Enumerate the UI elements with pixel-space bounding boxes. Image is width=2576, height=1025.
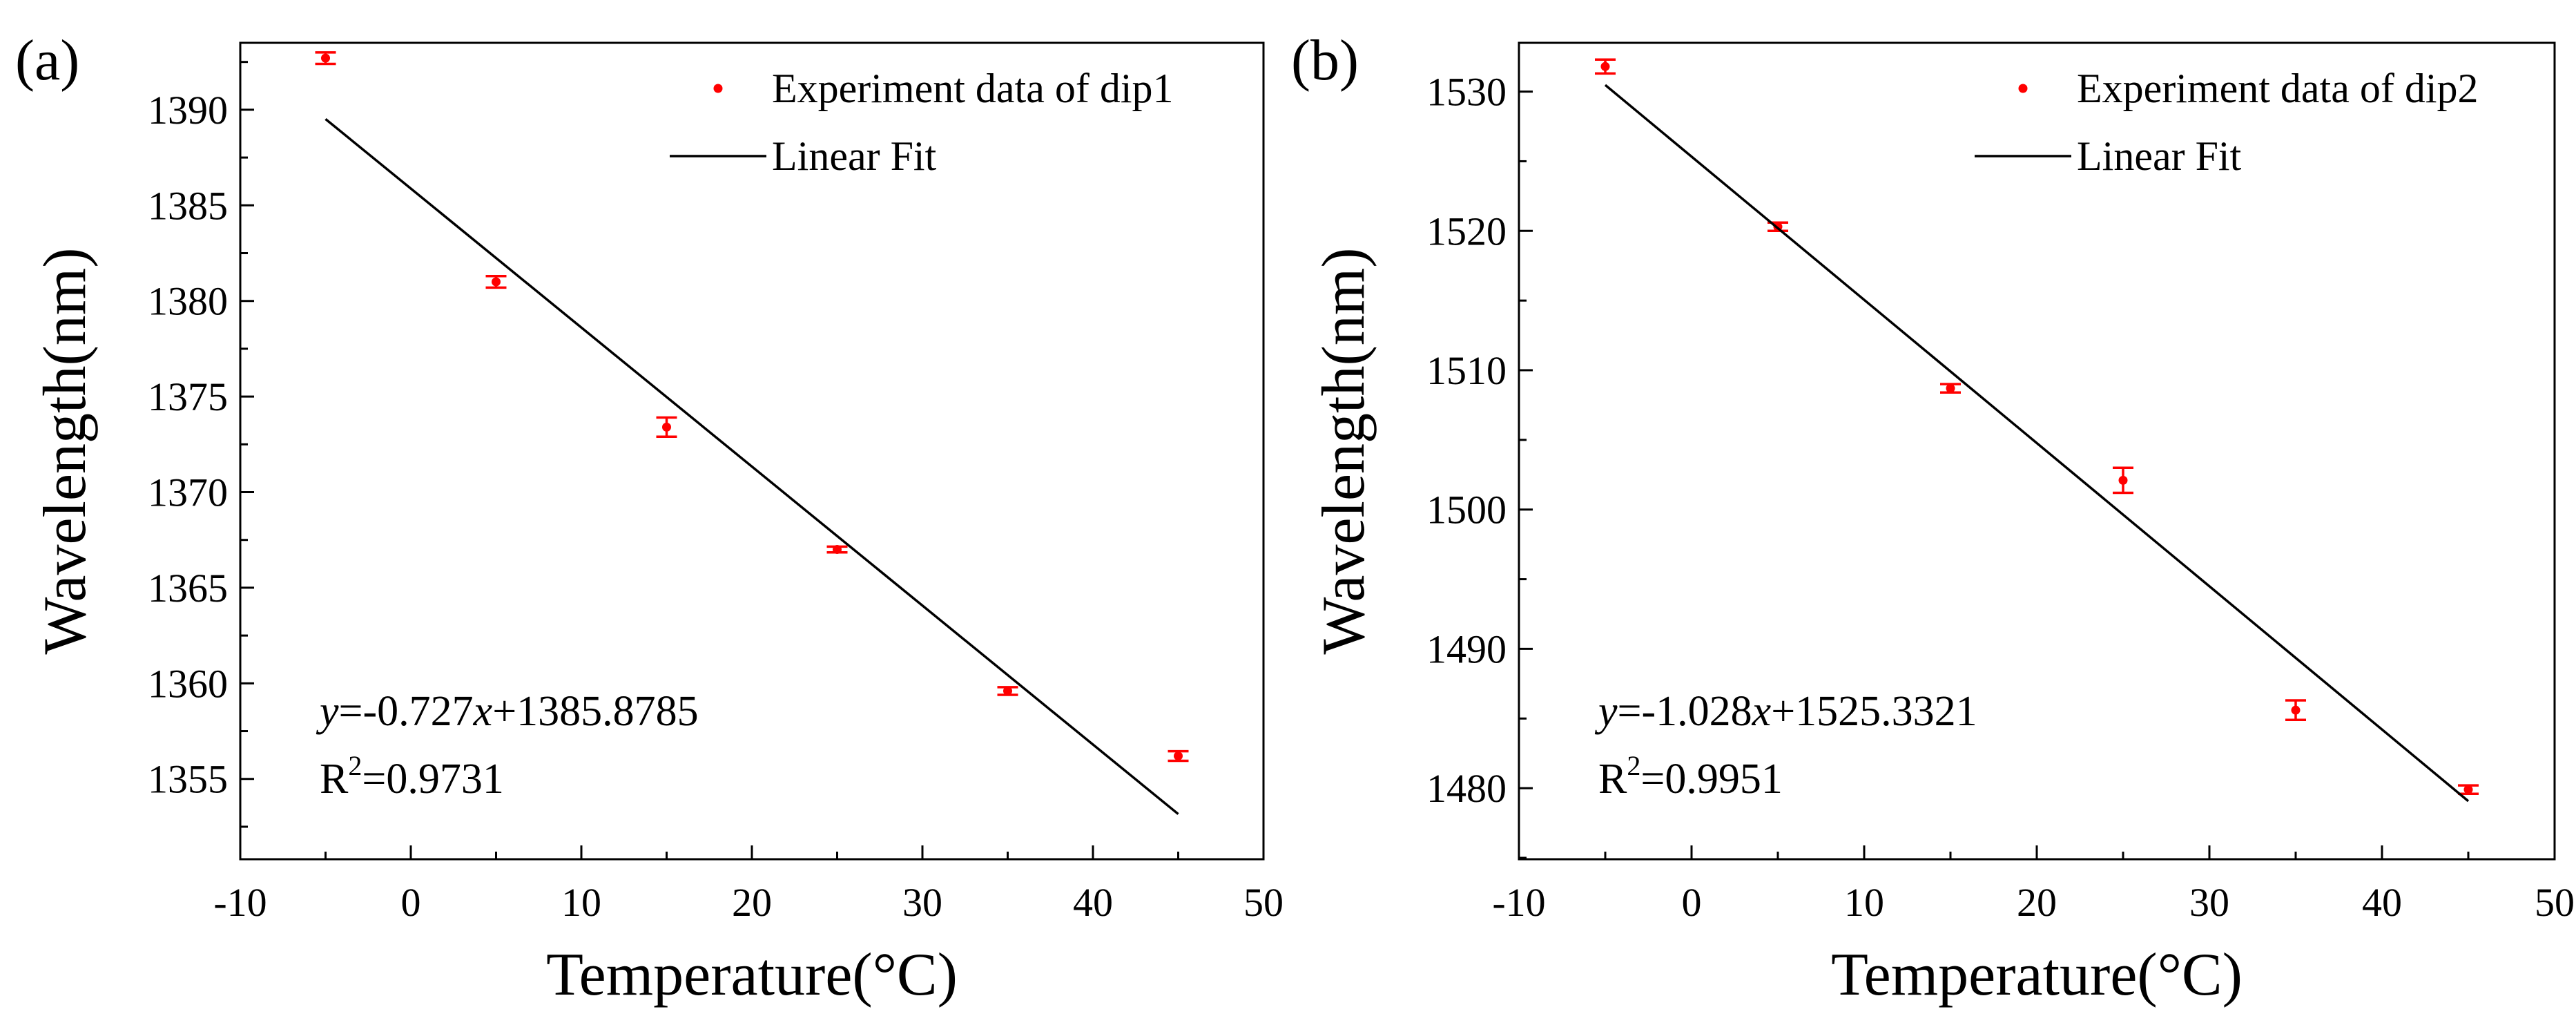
y-tick-label: 1365 [148, 566, 228, 611]
y-tick-label: 1370 [148, 470, 228, 515]
y-tick-label: 1385 [148, 183, 228, 228]
x-tick-label: 10 [561, 880, 601, 925]
x-tick-label: -10 [1492, 880, 1545, 925]
plot-frame [239, 41, 1265, 861]
y-tick-label: 1490 [1426, 626, 1507, 671]
r2-value: =0.9731 [362, 756, 503, 803]
r2-base: R [1598, 756, 1627, 803]
r-squared: R2=0.9951 [1598, 750, 1783, 803]
y-tick-label: 1510 [1426, 348, 1507, 393]
legend-label-data: Experiment data of dip2 [2077, 66, 2478, 111]
eq-var-x: x [473, 688, 493, 735]
linear-fit-line [1604, 84, 2470, 803]
y-tick-label: 1520 [1426, 209, 1507, 253]
chart-panel-a: (a) -10 0 10 20 30 40 50 1355 1360 1365 1370 1375 138… [15, 28, 1284, 1008]
x-tick-label: 40 [1073, 880, 1113, 925]
chart-panel-b: (b) -10 0 10 20 30 40 50 1480 1490 1500 1510 1520 153… [1291, 28, 2575, 1008]
data-point [997, 686, 1018, 696]
fit-equation: y=-1.028x+1525.3321 [1594, 688, 1977, 735]
data-marker [2291, 705, 2301, 715]
x-tick-label: 0 [401, 880, 421, 925]
x-tick-label: 40 [2362, 880, 2402, 925]
eq-var-y: y [316, 688, 339, 735]
y-tick-label: 1355 [148, 757, 228, 802]
data-marker [321, 53, 330, 63]
data-point [2285, 699, 2306, 722]
data-marker [1946, 383, 1955, 393]
y-tick-label: 1530 [1426, 70, 1507, 115]
y-tick-label: 1360 [148, 661, 228, 706]
eq-intercept: +1385.8785 [492, 688, 698, 735]
eq-intercept: +1525.3321 [1771, 688, 1977, 735]
r2-base: R [320, 756, 349, 803]
data-marker [492, 277, 501, 287]
legend-label-data: Experiment data of dip1 [772, 66, 1173, 111]
x-tick-label: 30 [902, 880, 942, 925]
data-point [656, 416, 677, 438]
eq-var-y: y [1594, 688, 1618, 735]
eq-var-x: x [1752, 688, 1772, 735]
r2-superscript: 2 [348, 750, 362, 781]
r2-superscript: 2 [1627, 750, 1640, 781]
legend-label-fit: Linear Fit [772, 133, 937, 179]
data-marker [2118, 475, 2128, 485]
data-marker [1003, 686, 1012, 696]
fit-equation: y=-0.727x+1385.8785 [316, 688, 699, 735]
x-tick-label: -10 [213, 880, 267, 925]
legend: Experiment data of dip1 Linear Fit [670, 66, 1173, 179]
y-tick-label: 1390 [148, 88, 228, 133]
data-marker [1600, 61, 1610, 71]
data-marker [1174, 751, 1183, 761]
plot-frame [1518, 41, 2556, 861]
data-point [1168, 749, 1189, 763]
data-point [1940, 383, 1961, 394]
panel-label: (a) [15, 28, 79, 93]
eq-slope: =-1.028 [1618, 688, 1752, 735]
legend-marker [713, 84, 723, 93]
y-tick-label: 1500 [1426, 488, 1507, 533]
r-squared: R2=0.9731 [320, 750, 504, 803]
x-axis-title: Temperature(°C) [1831, 941, 2243, 1008]
r2-value: =0.9951 [1640, 756, 1782, 803]
panel-label: (b) [1291, 28, 1359, 93]
y-axis-title: Wavelength(nm) [32, 247, 99, 654]
legend-marker [2018, 84, 2028, 93]
data-point [826, 545, 848, 555]
y-axis-title: Wavelength(nm) [1310, 247, 1377, 654]
eq-slope: =-0.727 [339, 688, 474, 735]
data-point [2113, 466, 2133, 495]
x-tick-label: 50 [2535, 880, 2575, 925]
x-axis-title: Temperature(°C) [546, 941, 958, 1008]
y-tick-label: 1380 [148, 279, 228, 324]
data-point [485, 274, 507, 289]
legend: Experiment data of dip2 Linear Fit [1975, 66, 2478, 179]
x-tick-label: 50 [1243, 880, 1284, 925]
y-tick-label: 1480 [1426, 766, 1507, 811]
x-tick-label: 0 [1682, 880, 1702, 925]
x-tick-label: 20 [732, 880, 772, 925]
legend-label-fit: Linear Fit [2077, 133, 2242, 179]
data-point [2458, 784, 2479, 795]
data-marker [2463, 785, 2473, 794]
x-tick-label: 30 [2189, 880, 2229, 925]
data-marker [662, 422, 671, 432]
linear-fit-line [325, 117, 1179, 815]
data-marker [833, 545, 842, 555]
y-tick-label: 1375 [148, 374, 228, 419]
data-point [315, 51, 336, 66]
x-tick-label: 20 [2017, 880, 2057, 925]
data-point [1595, 58, 1616, 75]
x-tick-label: 10 [1844, 880, 1884, 925]
